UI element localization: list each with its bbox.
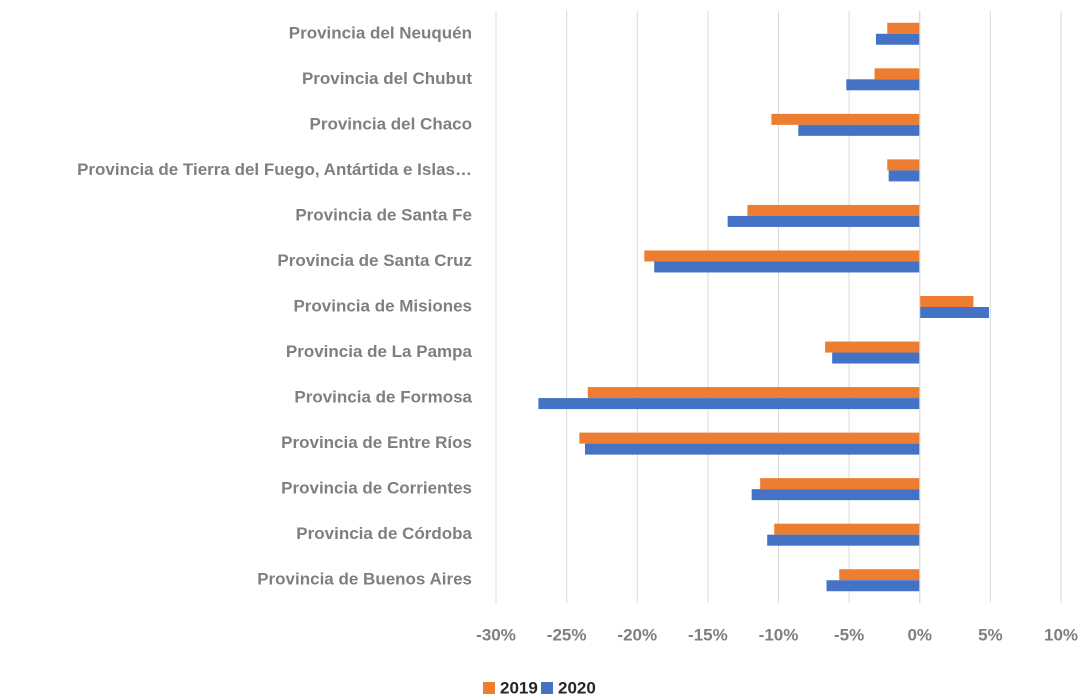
bar (919, 307, 989, 318)
y-tick-label: Provincia de Misiones (293, 296, 472, 315)
bar (767, 534, 920, 546)
bar (771, 113, 920, 125)
y-tick-label: Provincia del Chubut (302, 69, 472, 88)
x-tick-label: -15% (688, 625, 728, 644)
bar (587, 387, 920, 399)
y-tick-label: Provincia de Buenos Aires (257, 570, 472, 589)
y-tick-label: Provincia del Chaco (310, 114, 473, 133)
x-tick-label: -20% (617, 625, 657, 644)
bar (747, 204, 920, 216)
bar (874, 68, 920, 80)
bar (654, 261, 920, 273)
bar (888, 170, 920, 182)
x-tick-label: 10% (1044, 625, 1078, 644)
y-tick-label: Provincia del Neuquén (289, 23, 472, 42)
bar (919, 296, 974, 307)
bar (751, 489, 920, 501)
bar (798, 124, 920, 136)
y-tick-label: Provincia de La Pampa (286, 342, 473, 361)
legend-label: 2020 (558, 678, 596, 697)
bar (839, 569, 920, 581)
y-tick-label: Provincia de Córdoba (296, 524, 472, 543)
bar (760, 478, 920, 490)
x-tick-label: -10% (759, 625, 799, 644)
y-tick-label: Provincia de Tierra del Fuego, Antártida… (77, 160, 472, 179)
bar (727, 215, 920, 227)
x-tick-label: -30% (476, 625, 516, 644)
bar (832, 352, 920, 364)
bar (584, 443, 920, 455)
bar (538, 398, 920, 410)
bar (825, 341, 920, 353)
x-tick-label: 5% (978, 625, 1003, 644)
y-tick-label: Provincia de Formosa (294, 388, 472, 407)
y-tick-label: Provincia de Entre Ríos (281, 433, 472, 452)
y-tick-label: Provincia de Santa Cruz (277, 251, 472, 270)
x-tick-label: -5% (834, 625, 864, 644)
y-tick-label: Provincia de Corrientes (281, 479, 472, 498)
x-tick-label: -25% (547, 625, 587, 644)
x-tick-label: 0% (907, 625, 932, 644)
bar (644, 250, 920, 262)
legend-swatch (483, 682, 495, 694)
bar (826, 580, 920, 592)
y-tick-label: Provincia de Santa Fe (295, 205, 472, 224)
bar (875, 33, 920, 45)
bar (846, 79, 920, 91)
bar (887, 159, 920, 171)
legend-swatch (541, 682, 553, 694)
bar (774, 523, 920, 535)
legend-label: 2019 (500, 678, 538, 697)
bar (579, 432, 920, 444)
bar (887, 22, 920, 34)
